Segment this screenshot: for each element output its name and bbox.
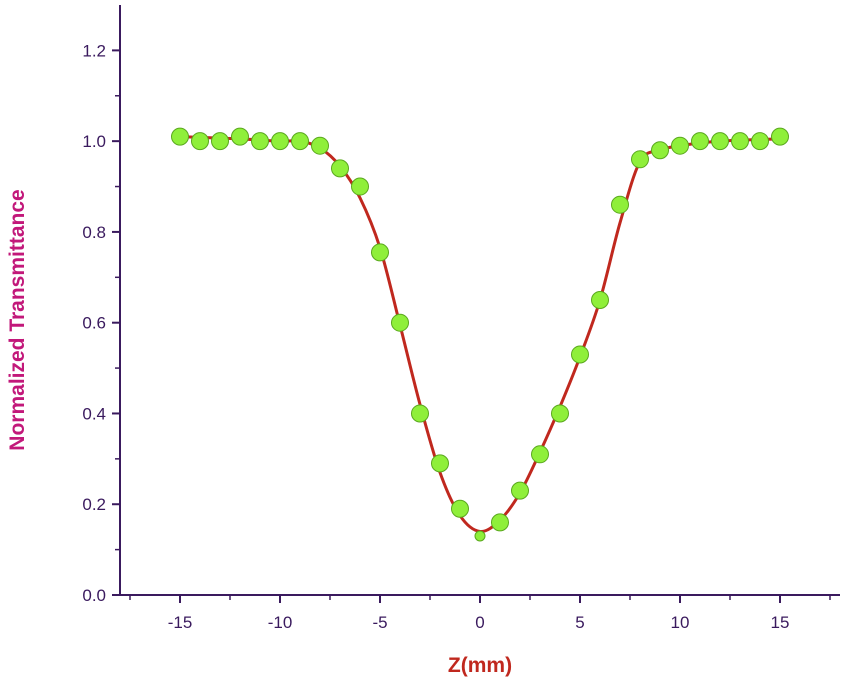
data-point xyxy=(571,345,589,364)
data-point xyxy=(371,243,389,262)
data-point xyxy=(211,132,229,151)
fit-curve-line xyxy=(179,135,781,533)
x-tick-label: -10 xyxy=(268,613,293,632)
data-point xyxy=(591,291,609,309)
data-point xyxy=(651,141,669,160)
data-point xyxy=(291,132,309,151)
data-point xyxy=(631,150,649,169)
data-point xyxy=(191,132,209,151)
data-point xyxy=(331,159,349,178)
data-point xyxy=(611,195,629,214)
data-point xyxy=(411,404,429,423)
y-axis-title: Normalized Transmittance xyxy=(6,189,29,450)
y-tick-label: 0.8 xyxy=(82,223,106,242)
y-tick-label: 0.0 xyxy=(82,586,106,605)
data-point xyxy=(511,481,529,500)
x-ticks: -15 -10 -5 0 5 10 15 xyxy=(129,595,831,632)
x-tick-label: -15 xyxy=(168,613,193,632)
x-tick-label: -5 xyxy=(372,613,387,632)
data-point xyxy=(671,136,689,155)
data-point xyxy=(751,132,769,151)
data-point xyxy=(474,530,486,542)
y-tick-label: 0.4 xyxy=(82,404,106,423)
data-point xyxy=(351,177,369,196)
data-point xyxy=(311,136,329,155)
x-tick-label: 10 xyxy=(671,613,690,632)
x-axis-title: Z(mm) xyxy=(448,654,512,677)
data-point xyxy=(451,499,469,518)
data-point xyxy=(431,454,449,473)
x-tick-label: 0 xyxy=(475,613,484,632)
data-point xyxy=(491,513,509,532)
y-tick-label: 1.0 xyxy=(82,132,106,151)
fit-curve-layer xyxy=(179,135,781,533)
data-point xyxy=(391,313,409,332)
data-point xyxy=(271,132,289,151)
y-ticks: 0.0 0.2 0.4 0.6 0.8 1.0 1.2 xyxy=(82,41,120,605)
data-point xyxy=(551,404,569,423)
data-point xyxy=(231,127,249,146)
data-point xyxy=(691,132,709,151)
x-tick-label: 15 xyxy=(771,613,790,632)
data-point xyxy=(731,132,749,151)
data-point xyxy=(531,445,549,464)
data-point xyxy=(251,132,269,151)
data-point xyxy=(711,132,729,151)
axes-layer: 0.0 0.2 0.4 0.6 0.8 1.0 1.2 -15 -10 -5 0 5 10 15 xyxy=(82,5,840,632)
data-point xyxy=(771,127,789,146)
x-tick-label: 5 xyxy=(575,613,584,632)
y-tick-label: 0.2 xyxy=(82,495,106,514)
data-point xyxy=(171,127,189,146)
y-tick-label: 1.2 xyxy=(82,41,106,60)
data-points-layer xyxy=(171,127,789,542)
y-tick-label: 0.6 xyxy=(82,314,106,333)
